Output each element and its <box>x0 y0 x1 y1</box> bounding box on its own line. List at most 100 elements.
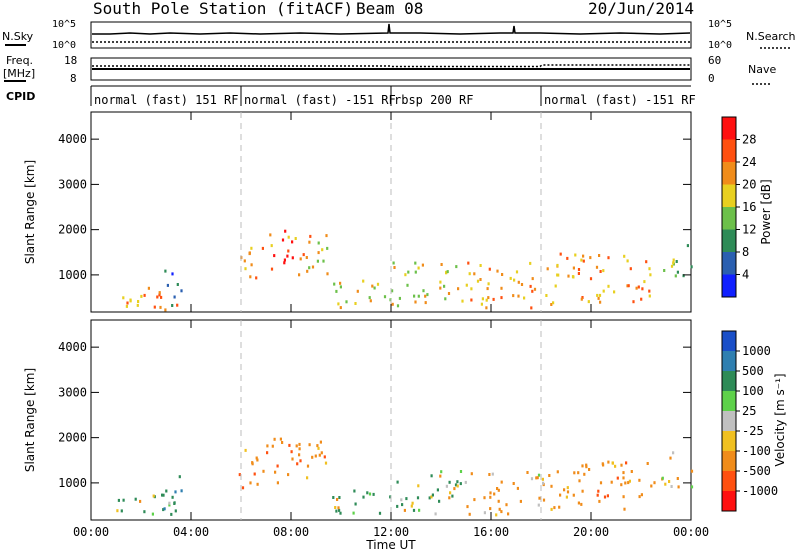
power-colorbar-swatch <box>722 139 736 162</box>
station-title: South Pole Station (fitACF) <box>93 0 353 18</box>
data-cell <box>163 507 166 511</box>
velocity-colorbar-label: 100 <box>742 384 764 398</box>
data-cell <box>279 437 282 441</box>
data-cell <box>445 270 448 274</box>
data-cell <box>244 448 247 452</box>
data-cell <box>362 495 365 499</box>
data-cell <box>466 505 469 509</box>
data-cell <box>493 492 496 496</box>
data-cell <box>531 277 534 281</box>
data-cell <box>412 508 416 512</box>
data-cell <box>440 470 443 474</box>
data-cell <box>339 511 342 515</box>
data-cell <box>288 443 291 447</box>
data-cell <box>580 258 583 262</box>
data-cell <box>324 461 328 465</box>
data-cell <box>137 300 140 303</box>
power-colorbar-swatch <box>722 117 736 140</box>
data-cell <box>690 469 694 473</box>
data-cell <box>512 482 515 485</box>
data-cell <box>520 283 524 286</box>
data-cell <box>614 464 617 468</box>
data-cell <box>620 483 623 487</box>
data-cell <box>479 264 482 267</box>
data-cell <box>256 482 259 486</box>
data-cell <box>583 472 586 476</box>
velocity-colorbar-label: 25 <box>742 404 756 418</box>
data-cell <box>165 489 168 493</box>
data-cell <box>180 489 183 493</box>
data-cell <box>396 480 399 484</box>
data-cell <box>373 286 376 290</box>
data-cell <box>244 267 247 271</box>
data-cell <box>567 274 570 278</box>
data-cell <box>602 463 605 467</box>
data-cell <box>553 506 556 510</box>
data-cell <box>171 495 174 499</box>
data-cell <box>585 463 588 467</box>
data-cell <box>396 304 400 308</box>
data-cell <box>271 444 274 448</box>
data-cell <box>353 489 356 493</box>
data-cell <box>276 464 279 468</box>
y-tick-label: 1000 <box>58 476 87 490</box>
data-cell <box>406 283 409 287</box>
power-data-layer <box>122 229 693 312</box>
data-cell <box>602 269 605 273</box>
data-cell <box>646 462 649 465</box>
data-cell <box>648 289 651 293</box>
data-cell <box>158 293 161 297</box>
data-cell <box>585 465 588 469</box>
data-cell <box>414 300 417 304</box>
data-cell <box>445 484 448 488</box>
velocity-colorbar-label: 1000 <box>742 344 771 358</box>
data-cell <box>488 473 491 476</box>
data-cell <box>596 293 599 297</box>
x-tick-label: 00:00 <box>673 525 709 539</box>
data-cell <box>649 273 652 277</box>
data-cell <box>650 484 653 488</box>
data-cell <box>335 509 338 513</box>
data-cell <box>670 485 673 488</box>
data-cell <box>485 298 488 302</box>
data-cell <box>480 302 483 306</box>
data-cell <box>648 267 651 271</box>
data-cell <box>501 273 504 276</box>
data-cell <box>554 284 557 288</box>
nave-tick-top: 60 <box>708 54 721 67</box>
data-cell <box>611 461 614 465</box>
data-cell <box>622 471 625 475</box>
power-panel: 1000 2000 3000 4000 Slant Range [km] <box>23 111 693 313</box>
data-cell <box>389 495 392 499</box>
data-cell <box>274 470 277 474</box>
data-cell <box>291 457 294 461</box>
velocity-colorbar-swatch <box>722 411 736 431</box>
data-cell <box>661 476 664 480</box>
data-cell <box>552 301 555 305</box>
data-cell <box>500 510 503 514</box>
data-cell <box>566 490 570 494</box>
data-cell <box>143 293 146 297</box>
data-cell <box>159 305 162 309</box>
data-cell <box>448 496 451 500</box>
data-cell <box>640 493 643 497</box>
data-cell <box>243 259 246 263</box>
data-cell <box>424 294 427 298</box>
data-cell <box>513 278 516 282</box>
data-cell <box>156 295 159 299</box>
data-cell <box>369 299 372 303</box>
beam-title: Beam 08 <box>356 0 423 18</box>
data-cell <box>354 302 357 305</box>
data-cell <box>541 477 544 481</box>
data-cell <box>334 506 337 509</box>
data-cell <box>168 501 171 505</box>
data-cell <box>648 294 651 298</box>
data-cell <box>438 499 441 503</box>
data-cell <box>248 251 251 255</box>
data-cell <box>122 296 125 300</box>
data-cell <box>392 261 395 265</box>
data-cell <box>580 502 583 506</box>
data-cell <box>582 254 585 258</box>
data-cell <box>672 258 675 262</box>
data-cell <box>173 295 176 299</box>
